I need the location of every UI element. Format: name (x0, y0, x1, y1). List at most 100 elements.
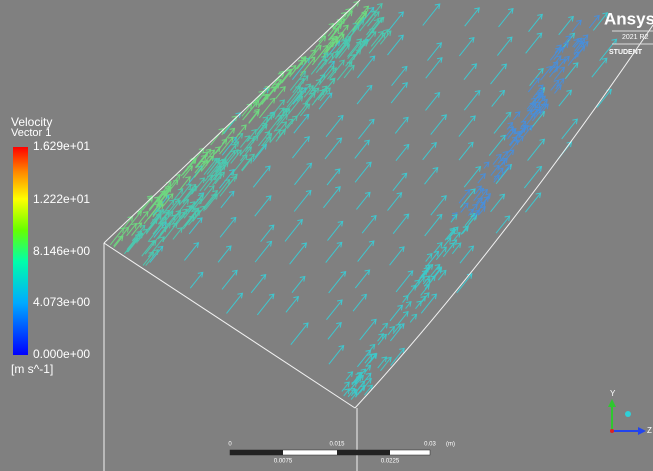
velocity-arrow (277, 107, 288, 121)
velocity-arrow (392, 213, 410, 234)
velocity-arrow (250, 273, 267, 294)
velocity-arrow (473, 187, 485, 202)
velocity-arrow (574, 45, 586, 59)
velocity-arrow (162, 210, 174, 225)
velocity-arrow (149, 245, 164, 263)
velocity-arrow (437, 269, 447, 281)
velocity-arrow (520, 120, 527, 128)
velocity-arrow (526, 112, 536, 125)
velocity-arrow (368, 353, 378, 364)
velocity-arrow (356, 84, 373, 105)
velocity-arrow (507, 139, 519, 154)
velocity-arrow (155, 192, 168, 208)
velocity-arrow (252, 143, 268, 162)
velocity-arrow (529, 68, 544, 87)
legend-label: 8.146e+00 (33, 244, 90, 258)
velocity-arrow (182, 188, 194, 203)
velocity-arrow (422, 3, 441, 26)
velocity-arrow (175, 183, 192, 204)
velocity-arrow (531, 109, 542, 122)
velocity-arrow (219, 175, 237, 197)
velocity-arrow (315, 58, 328, 73)
velocity-arrow (291, 275, 306, 293)
velocity-arrow (380, 356, 392, 372)
velocity-arrow (361, 215, 377, 234)
velocity-arrow (355, 40, 367, 54)
velocity-arrow (329, 59, 345, 79)
velocity-arrow (241, 103, 253, 117)
velocity-arrow (359, 10, 377, 32)
velocity-arrow (425, 252, 433, 262)
velocity-arrow (215, 164, 226, 178)
velocity-arrow (532, 84, 544, 98)
velocity-arrow (296, 83, 312, 102)
legend-label: 0.000e+00 (33, 347, 90, 361)
geometry-outline (103, 0, 653, 471)
velocity-arrow (526, 97, 537, 110)
velocity-arrow (496, 36, 513, 56)
velocity-arrow (358, 118, 375, 140)
velocity-arrow (387, 34, 404, 56)
velocity-arrow (591, 57, 608, 78)
velocity-arrow (555, 78, 565, 90)
velocity-arrow (394, 116, 409, 134)
velocity-arrow (525, 192, 542, 213)
velocity-arrow (364, 364, 372, 373)
velocity-arrow (351, 371, 363, 386)
velocity-arrow (113, 235, 124, 248)
velocity-arrow (156, 185, 171, 202)
velocity-arrow (395, 270, 414, 293)
velocity-arrow (185, 208, 200, 226)
velocity-arrow (507, 127, 517, 140)
velocity-arrow (549, 66, 559, 78)
velocity-arrow (224, 143, 237, 159)
velocity-arrow (354, 269, 371, 289)
velocity-arrow (424, 166, 439, 185)
logo-name: Ansys (604, 9, 653, 28)
velocity-arrow (422, 142, 437, 161)
velocity-arrow (240, 146, 253, 162)
velocity-arrow (377, 333, 385, 342)
velocity-arrow (219, 216, 237, 238)
velocity-arrow (352, 293, 368, 312)
velocity-arrow (203, 157, 218, 175)
velocity-arrow (293, 113, 310, 134)
velocity-arrow (449, 239, 458, 250)
velocity-arrow (191, 198, 203, 212)
velocity-arrow (458, 115, 476, 137)
velocity-arrow (313, 35, 327, 52)
velocity-arrow (294, 162, 313, 186)
velocity-arrow (573, 41, 585, 56)
velocity-arrow (553, 46, 565, 61)
velocity-arrow (476, 197, 483, 205)
velocity-arrow (463, 63, 478, 80)
velocity-arrow (390, 82, 408, 104)
velocity-arrow (325, 114, 344, 138)
velocity-arrow (317, 52, 329, 66)
velocity-arrow (430, 195, 447, 216)
scale-label: 0.0075 (274, 459, 293, 465)
velocity-arrow (275, 86, 286, 100)
velocity-arrow (420, 283, 430, 296)
velocity-arrow (483, 161, 490, 169)
velocity-arrow (495, 215, 511, 234)
velocity-arrow (323, 186, 341, 209)
velocity-arrow (561, 118, 578, 140)
velocity-arrow (310, 44, 322, 59)
velocity-arrow (354, 380, 366, 394)
velocity-arrow (453, 231, 461, 241)
velocity-arrow (260, 224, 275, 243)
velocity-arrow (126, 222, 138, 237)
velocity-arrow (189, 271, 204, 289)
legend-subtitle: Vector 1 (11, 127, 51, 139)
velocity-arrow (145, 249, 159, 266)
velocity-arrow (147, 236, 165, 258)
velocity-arrow (192, 205, 206, 222)
velocity-arrow (188, 193, 204, 212)
velocity-arrow (318, 92, 333, 110)
velocity-arrow (179, 183, 197, 206)
velocity-arrow (248, 110, 260, 124)
velocity-arrow (328, 50, 339, 64)
